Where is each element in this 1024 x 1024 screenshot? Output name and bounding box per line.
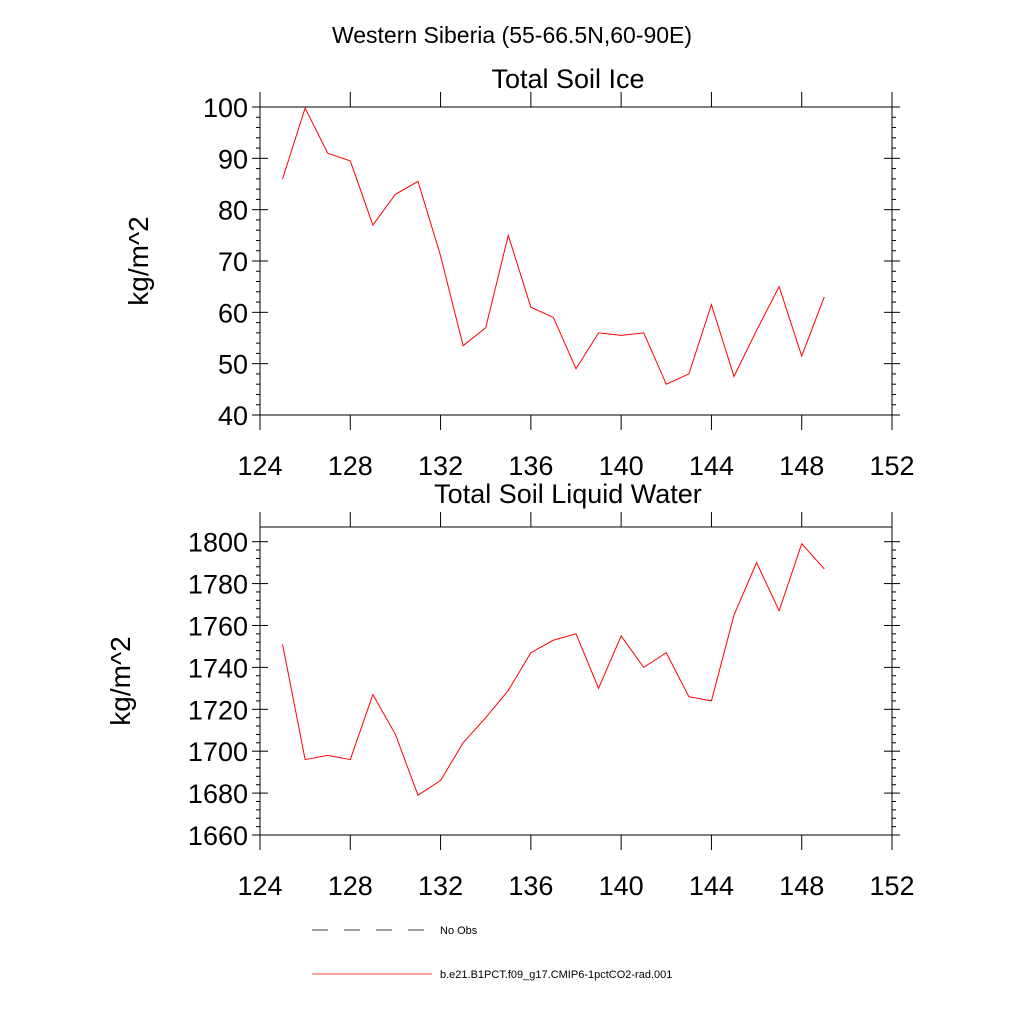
y-axis-label: kg/m^2 [123,216,154,305]
y-tick-label: 1700 [188,737,248,767]
legend-item-no-obs: No Obs [312,925,478,937]
y-tick-label: 1720 [188,695,248,725]
y-tick-label: 80 [218,196,248,226]
x-tick-label: 140 [599,451,644,481]
panel-total-soil-liquid-water: Total Soil Liquid Water kg/m^2 124 128 132… [105,479,915,901]
y-tick-label: 1760 [188,611,248,641]
x-tick-label: 136 [508,871,553,901]
y-axis-label: kg/m^2 [105,636,136,725]
y-tick-label: 1800 [188,528,248,558]
series-line [282,106,825,385]
plot-frame [259,526,893,836]
y-tick-label: 50 [218,350,248,380]
y-tick-label: 1680 [188,779,248,809]
y-tick-label: 100 [203,93,248,123]
x-tick-label: 132 [418,871,463,901]
legend-label: No Obs [440,925,478,937]
y-tick-label: 40 [218,401,248,431]
x-tick-label: 136 [508,451,553,481]
x-tick-label: 124 [237,451,282,481]
x-tick-label: 140 [599,871,644,901]
x-tick-label: 144 [689,451,734,481]
x-tick-label: 148 [779,871,824,901]
legend: No Obs b.e21.B1PCT.f09_g17.CMIP6-1pctCO2… [312,925,672,981]
x-tick-label: 148 [779,451,824,481]
legend-label: b.e21.B1PCT.f09_g17.CMIP6-1pctCO2-rad.00… [440,969,672,981]
y-tick-label: 1780 [188,570,248,600]
panel-title: Total Soil Liquid Water [434,479,702,509]
y-tick-label: 1660 [188,821,248,851]
x-tick-label: 128 [328,451,373,481]
y-tick-label: 70 [218,247,248,277]
x-tick-label: 144 [689,871,734,901]
x-tick-label: 152 [869,451,914,481]
y-tick-label: 90 [218,144,248,174]
y-tick-label: 60 [218,298,248,328]
x-tick-label: 152 [869,871,914,901]
figure-title: Western Siberia (55-66.5N,60-90E) [332,22,692,48]
series-line [282,542,825,796]
legend-item-model-run: b.e21.B1PCT.f09_g17.CMIP6-1pctCO2-rad.00… [312,969,672,981]
y-tick-label: 1740 [188,653,248,683]
x-tick-label: 132 [418,451,463,481]
x-tick-label: 128 [328,871,373,901]
panel-total-soil-ice: Total Soil Ice kg/m^2 124 128 132 136 140 144… [123,64,915,481]
panel-title: Total Soil Ice [491,64,644,94]
x-tick-label: 124 [237,871,282,901]
